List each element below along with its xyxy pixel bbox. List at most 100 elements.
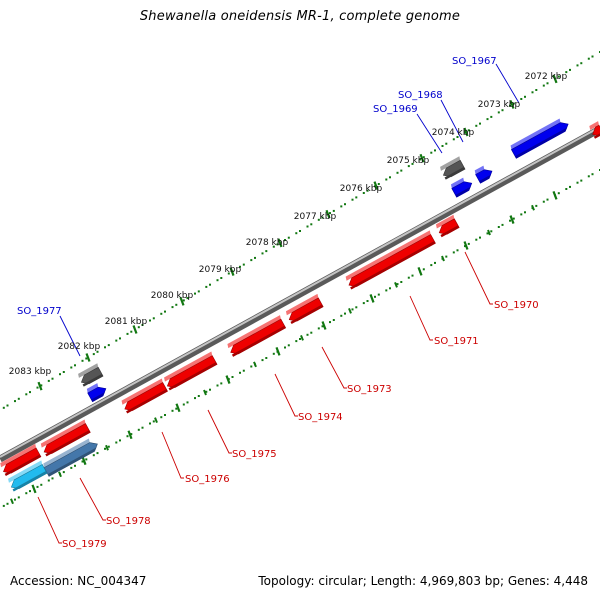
gene-so-1975[interactable] [121, 378, 169, 414]
inner-track-dot [272, 352, 275, 355]
inner-track-dot [569, 185, 571, 188]
inner-track-dot [452, 251, 455, 254]
gene-so-1974[interactable] [226, 315, 287, 357]
gene-so-1978[interactable] [42, 436, 100, 477]
inner-track-dot [396, 283, 399, 286]
outer-track-dot [59, 373, 61, 376]
gene-label[interactable]: SO_1975 [232, 449, 277, 460]
outer-track-dot [569, 68, 571, 71]
outer-track-dot [92, 353, 95, 356]
inner-track-dot [2, 504, 5, 507]
gene-label[interactable]: SO_1979 [62, 539, 107, 550]
gene-forward-small[interactable] [450, 175, 474, 198]
scale-label: 2077 kbp [294, 212, 337, 222]
leader-layer [37, 63, 520, 544]
outer-track-dot [85, 357, 88, 360]
inner-track-dot [261, 359, 264, 362]
gene-label[interactable]: SO_1967 [452, 56, 497, 67]
gene-label[interactable]: SO_1974 [298, 412, 343, 423]
outer-track-dot [149, 319, 151, 322]
outer-track-dot [17, 397, 20, 400]
gene-so-1977[interactable] [77, 363, 104, 387]
scale-label: 2083 kbp [9, 367, 52, 377]
outer-track-dot [344, 203, 346, 206]
gene-shadow [479, 174, 492, 184]
inner-track-dot [175, 407, 178, 410]
gene-label[interactable]: SO_1969 [373, 104, 418, 115]
outer-track-dot [587, 57, 590, 60]
inner-track-dot [194, 397, 196, 400]
gene-label[interactable]: SO_1977 [17, 306, 62, 317]
scale-label: 2074 kbp [432, 128, 475, 138]
inner-track-dot [445, 255, 448, 258]
leader-line [37, 496, 62, 544]
gene-top-face [440, 156, 461, 171]
outer-track-dot [509, 104, 511, 107]
inner-track-dot [422, 268, 425, 271]
inner-track-dot [119, 439, 121, 442]
inner-track-dot [205, 390, 208, 393]
outer-major-tick [37, 381, 43, 391]
outer-track-dot [497, 111, 500, 114]
outer-track-dot [152, 317, 155, 320]
gene-shadow [290, 304, 324, 325]
outer-track-dot [565, 71, 568, 74]
inner-track-dot [366, 300, 369, 302]
gene-so-1979[interactable] [7, 460, 48, 492]
outer-track-dot [74, 364, 76, 367]
outer-major-tick [325, 209, 331, 219]
inner-track-dot [565, 188, 568, 190]
inner-track-dot [107, 445, 110, 448]
scale-label: 2076 kbp [340, 184, 383, 194]
outer-track-dot [524, 95, 526, 98]
gene-shadow [12, 471, 48, 492]
inner-major-tick [31, 484, 37, 494]
gene-shadow [350, 241, 436, 290]
inner-track-dot [306, 333, 309, 336]
gene-label[interactable]: SO_1968 [398, 90, 443, 101]
gene-so-1969[interactable] [439, 156, 466, 180]
outer-track-dot [520, 98, 523, 100]
gene-label[interactable]: SO_1978 [106, 516, 151, 527]
inner-track-dot [362, 302, 365, 305]
backbone-layer [0, 125, 600, 463]
gene-top-face [589, 121, 599, 131]
gene-top-face [78, 363, 99, 378]
gene-so-1967[interactable] [509, 116, 570, 159]
gene-front-face [442, 159, 466, 178]
inner-minor-tick [58, 471, 62, 478]
leader-line [440, 99, 464, 143]
inner-track-dot [520, 213, 523, 216]
gene-shadow [515, 127, 568, 159]
gene-label[interactable]: SO_1970 [494, 300, 539, 311]
outer-major-tick [419, 153, 425, 163]
gene-so-1976-left[interactable] [0, 443, 42, 477]
gene-so-1968[interactable] [474, 163, 495, 184]
inner-major-tick [81, 456, 87, 466]
outer-track-dot [70, 366, 73, 369]
inner-track-dot [6, 502, 9, 505]
outer-track-dot [441, 145, 444, 147]
outer-track-dot [272, 245, 275, 248]
gene-label[interactable]: SO_1973 [347, 384, 392, 395]
inner-minor-tick [105, 444, 109, 451]
inner-minor-tick [487, 229, 491, 236]
inner-track-dot [164, 414, 166, 416]
inner-track-dot [130, 433, 133, 436]
gene-label[interactable]: SO_1971 [434, 336, 479, 347]
gene-reverse-mid[interactable] [163, 351, 218, 391]
inner-track-dot [137, 428, 140, 431]
gene-reverse-left[interactable] [40, 419, 92, 457]
gene-so-1970[interactable] [435, 214, 460, 238]
gene-label[interactable]: SO_1976 [185, 474, 230, 485]
inner-track-dot [546, 198, 549, 201]
inner-track-dot [14, 498, 16, 501]
outer-major-tick [85, 353, 91, 362]
gene-forward-small-2[interactable] [86, 381, 109, 403]
outer-track-dot [141, 324, 144, 326]
outer-track-dot [396, 171, 399, 174]
gene-edge-red[interactable] [588, 121, 600, 139]
leader-line [416, 113, 443, 154]
gene-so-1973[interactable] [285, 293, 324, 325]
gene-so-1971[interactable] [345, 230, 437, 290]
